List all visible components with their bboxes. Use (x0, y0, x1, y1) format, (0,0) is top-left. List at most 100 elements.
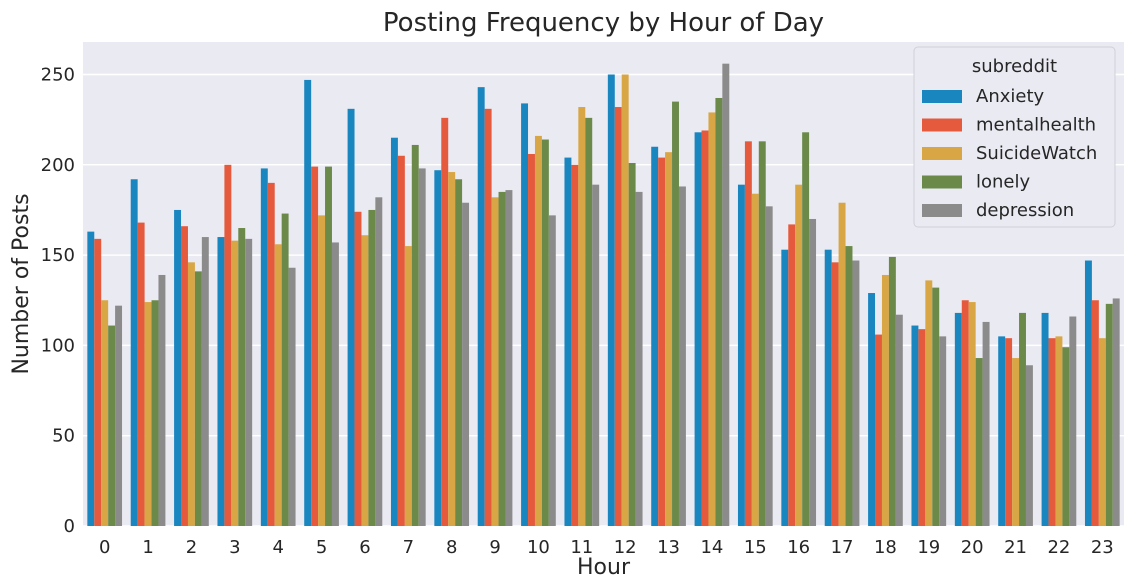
bar-SuicideWatch-hour-8 (448, 172, 456, 526)
bar-SuicideWatch-hour-3 (231, 240, 239, 526)
y-tick-label: 0 (64, 516, 75, 537)
bar-depression-hour-18 (895, 314, 903, 526)
bar-Anxiety-hour-10 (521, 103, 529, 526)
bar-SuicideWatch-hour-18 (881, 274, 889, 526)
legend-swatch-mentalhealth (922, 118, 962, 132)
bar-Anxiety-hour-0 (87, 231, 95, 526)
x-tick-label: 20 (961, 537, 984, 558)
y-tick-label: 150 (41, 245, 75, 266)
bar-SuicideWatch-hour-15 (751, 193, 759, 527)
bar-Anxiety-hour-11 (564, 157, 572, 526)
bar-SuicideWatch-hour-1 (144, 302, 152, 526)
bar-mentalhealth-hour-2 (181, 226, 188, 526)
bar-mentalhealth-hour-18 (875, 334, 882, 526)
bar-SuicideWatch-hour-6 (361, 235, 369, 526)
bar-Anxiety-hour-4 (260, 168, 268, 526)
x-tick-label: 12 (614, 537, 637, 558)
bar-SuicideWatch-hour-20 (968, 302, 976, 526)
bar-depression-hour-16 (809, 218, 817, 526)
bar-Anxiety-hour-9 (477, 87, 485, 526)
x-tick-label: 8 (446, 537, 457, 558)
bar-Anxiety-hour-1 (130, 179, 138, 527)
bar-SuicideWatch-hour-21 (1012, 358, 1020, 526)
x-tick-label: 23 (1091, 537, 1114, 558)
legend-label-depression: depression (976, 200, 1074, 221)
x-tick-label: 9 (489, 537, 500, 558)
bar-Anxiety-hour-6 (347, 108, 355, 526)
bar-Anxiety-hour-14 (694, 132, 702, 526)
bar-mentalhealth-hour-3 (224, 164, 232, 526)
bar-Anxiety-hour-3 (217, 237, 225, 526)
bar-Anxiety-hour-22 (1041, 312, 1049, 526)
bar-lonely-hour-0 (108, 325, 116, 526)
x-axis-ticks: 0 1 2 3 4 5 6 7 8 9 10 11 12 13 14 15 16 17 18 19 20 21 22 23 (99, 537, 1114, 558)
legend-items: Anxiety mentalhealth SuicideWatch lonely dep… (922, 86, 1097, 221)
bar-lonely-hour-15 (758, 141, 766, 526)
bar-SuicideWatch-hour-2 (187, 262, 195, 526)
bar-Anxiety-hour-20 (954, 312, 962, 526)
bars (87, 63, 1120, 527)
bar-depression-hour-19 (939, 336, 947, 526)
bar-depression-hour-0 (115, 305, 123, 526)
bar-lonely-hour-12 (628, 163, 636, 526)
x-tick-label: 7 (403, 537, 414, 558)
bar-depression-hour-13 (678, 186, 686, 527)
x-axis-title: Hour (577, 555, 631, 580)
bar-mentalhealth-hour-4 (267, 182, 275, 527)
bar-mentalhealth-hour-8 (441, 117, 449, 527)
bar-Anxiety-hour-7 (390, 137, 398, 526)
bar-Anxiety-hour-21 (998, 336, 1006, 526)
bar-depression-hour-8 (462, 202, 470, 527)
bar-mentalhealth-hour-17 (831, 262, 839, 526)
legend: subreddit Anxiety mentalhealth SuicideWatc… (913, 46, 1116, 228)
bar-SuicideWatch-hour-19 (925, 280, 933, 526)
bar-depression-hour-7 (418, 168, 426, 526)
x-tick-label: 22 (1047, 537, 1070, 558)
x-tick-label: 2 (186, 537, 197, 558)
x-tick-label: 1 (142, 537, 153, 558)
bar-mentalhealth-hour-12 (614, 107, 622, 526)
bar-SuicideWatch-hour-10 (534, 135, 542, 526)
bar-lonely-hour-10 (541, 139, 549, 526)
bar-SuicideWatch-hour-7 (404, 246, 412, 526)
x-tick-label: 18 (874, 537, 897, 558)
x-tick-label: 10 (527, 537, 550, 558)
bar-depression-hour-22 (1069, 316, 1077, 526)
bar-Anxiety-hour-17 (824, 249, 832, 526)
bar-mentalhealth-hour-5 (311, 166, 319, 526)
bar-lonely-hour-6 (368, 209, 376, 526)
bar-lonely-hour-5 (325, 166, 332, 526)
bar-SuicideWatch-hour-0 (101, 300, 109, 526)
bar-mentalhealth-hour-22 (1048, 338, 1056, 526)
bar-lonely-hour-17 (845, 246, 853, 526)
bar-mentalhealth-hour-23 (1091, 300, 1099, 526)
y-tick-label: 250 (41, 65, 75, 86)
chart-title: Posting Frequency by Hour of Day (383, 8, 824, 38)
bar-mentalhealth-hour-11 (571, 164, 579, 526)
bar-mentalhealth-hour-20 (961, 300, 969, 526)
bar-depression-hour-10 (548, 215, 556, 526)
bar-mentalhealth-hour-9 (484, 108, 492, 526)
legend-label-SuicideWatch: SuicideWatch (976, 143, 1097, 164)
bar-Anxiety-hour-23 (1084, 260, 1092, 526)
bar-SuicideWatch-hour-16 (795, 184, 803, 527)
bar-depression-hour-21 (1025, 365, 1033, 526)
x-tick-label: 17 (831, 537, 854, 558)
y-axis-ticks: 0 50 100 150 200 250 (41, 65, 75, 537)
bar-SuicideWatch-hour-11 (578, 107, 586, 526)
y-tick-label: 50 (52, 426, 75, 447)
bar-Anxiety-hour-19 (911, 325, 919, 526)
bar-SuicideWatch-hour-23 (1098, 338, 1106, 526)
bar-Anxiety-hour-15 (737, 184, 745, 527)
bar-mentalhealth-hour-1 (137, 222, 145, 526)
bar-Anxiety-hour-2 (174, 209, 182, 526)
bar-mentalhealth-hour-13 (658, 157, 666, 526)
bar-depression-hour-5 (331, 242, 339, 526)
bar-depression-hour-20 (982, 321, 990, 526)
bar-SuicideWatch-hour-5 (318, 215, 326, 526)
bar-lonely-hour-3 (238, 228, 246, 526)
bar-SuicideWatch-hour-22 (1055, 336, 1063, 526)
bar-SuicideWatch-hour-13 (665, 152, 673, 526)
bar-depression-hour-3 (245, 238, 253, 526)
